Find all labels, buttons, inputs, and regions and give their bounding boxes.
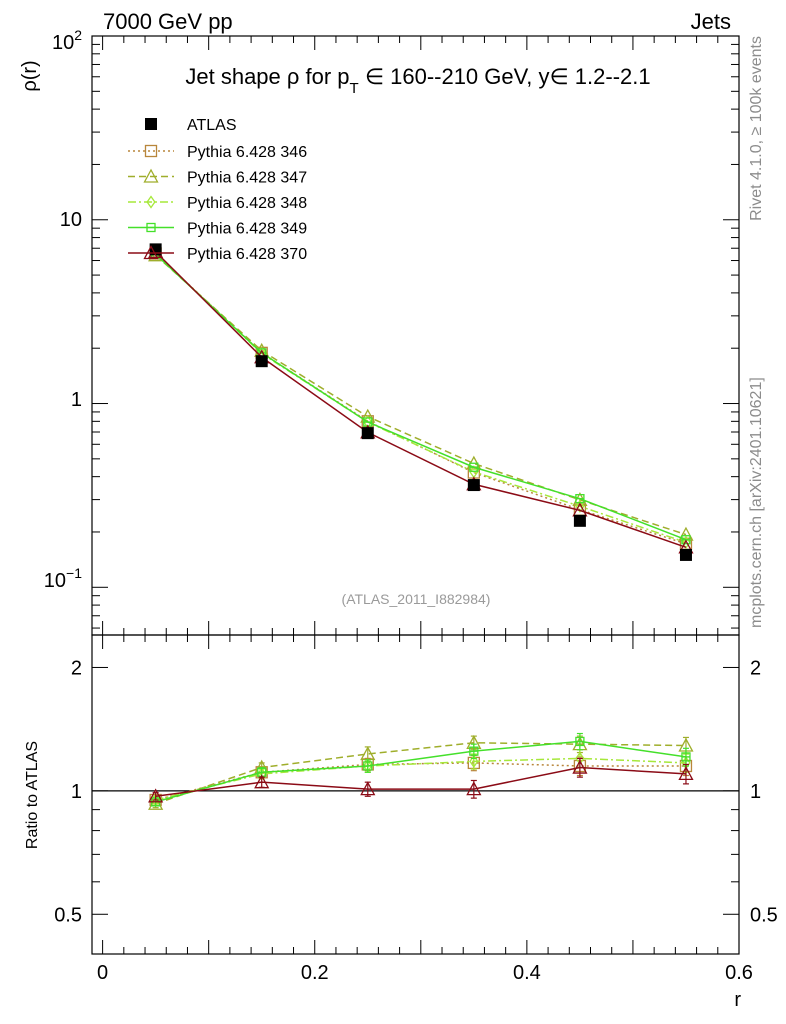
atlas-point-2 bbox=[361, 427, 374, 440]
ratio-point-p347-0 bbox=[148, 795, 164, 810]
ratio-ytick-label-right: 2 bbox=[750, 657, 761, 679]
series-p370 bbox=[148, 243, 694, 554]
main-series bbox=[148, 243, 694, 561]
series-line-p348 bbox=[155, 252, 687, 544]
title-sub: T bbox=[350, 80, 359, 97]
analysis-watermark: (ATLAS_2011_I882984) bbox=[342, 591, 491, 607]
x-tick-labels: 0 0.2 0.4 0.6 bbox=[97, 962, 753, 984]
ratio-series-p370 bbox=[148, 757, 694, 803]
ratio-series bbox=[148, 732, 694, 810]
legend-label-atlas: ATLAS bbox=[187, 117, 237, 134]
series-line-p346 bbox=[155, 252, 687, 545]
legend-label-p348: Pythia 6.428 348 bbox=[187, 195, 307, 212]
atlas-point-4 bbox=[573, 514, 586, 527]
y-axis-label: ρ(r) bbox=[19, 60, 41, 91]
ratio-point-p370-3 bbox=[466, 781, 482, 796]
legend-marker-p346 bbox=[144, 144, 158, 158]
ratio-point-p370-4 bbox=[572, 759, 588, 774]
ytick-0.1-exp: −1 bbox=[66, 565, 82, 581]
atlas-point-3 bbox=[467, 479, 480, 492]
point-p348-4 bbox=[575, 499, 585, 513]
ratio-point-p370-0 bbox=[148, 788, 164, 803]
ytick-100-exp: 2 bbox=[74, 27, 82, 43]
series-p346 bbox=[149, 247, 693, 550]
x-tick-label: 0.2 bbox=[301, 962, 329, 984]
ytick-100-base: 10 bbox=[52, 32, 74, 54]
x-tick-label: 0 bbox=[97, 962, 108, 984]
legend-label-p370: Pythia 6.428 370 bbox=[187, 246, 307, 263]
series-line-p347 bbox=[155, 254, 687, 536]
ratio-ytick-label-left: 2 bbox=[71, 657, 82, 679]
ratio-ytick-label-left: 1 bbox=[71, 781, 82, 803]
x-axis-label: r bbox=[734, 989, 741, 1011]
atlas-point-1 bbox=[255, 355, 268, 368]
series-p347 bbox=[148, 247, 694, 541]
ratio-point-p370-2 bbox=[360, 781, 376, 796]
series-atlas bbox=[149, 243, 692, 561]
ratio-line-p348 bbox=[155, 757, 686, 801]
ytick-label-0.1: 10−1 bbox=[44, 565, 82, 592]
header-left: 7000 GeV pp bbox=[103, 9, 233, 34]
legend-label-p349: Pythia 6.428 349 bbox=[187, 221, 307, 238]
series-line-p370 bbox=[155, 251, 687, 549]
atlas-point-5 bbox=[679, 548, 692, 561]
ratio-ytick-label-left: 0.5 bbox=[54, 904, 82, 926]
ratio-line-p347 bbox=[155, 742, 686, 805]
legend-marker-atlas bbox=[145, 118, 157, 130]
ytick-label-100: 102 bbox=[52, 27, 82, 54]
legend-label-p347: Pythia 6.428 347 bbox=[187, 170, 307, 187]
ratio-point-p370-5 bbox=[678, 766, 694, 781]
ratio-ytick-label-right: 1 bbox=[750, 781, 761, 803]
point-p348-5 bbox=[681, 535, 691, 550]
ratio-ytick-label-right: 0.5 bbox=[750, 904, 778, 926]
legend-marker-p348 bbox=[146, 195, 156, 209]
legend-marker-p347 bbox=[143, 168, 159, 183]
title-suffix: ∈ 160--210 GeV, y∈ 1.2--2.1 bbox=[359, 64, 651, 89]
ytick-label-10: 10 bbox=[60, 209, 82, 231]
ratio-axis-label: Ratio to ATLAS bbox=[24, 741, 41, 849]
series-p348 bbox=[150, 246, 691, 550]
ratio-line-p349 bbox=[155, 740, 687, 803]
ratio-series-p347 bbox=[148, 734, 694, 810]
ratio-point-p348-3 bbox=[469, 754, 479, 769]
header-right: Jets bbox=[691, 9, 731, 34]
ratio-line-p370 bbox=[155, 766, 687, 798]
legend: ATLAS Pythia 6.428 346 Pythia 6.428 347 Pyt… bbox=[128, 117, 307, 263]
ratio-point-p370-1 bbox=[254, 774, 270, 789]
x-tick-label: 0.4 bbox=[513, 962, 541, 984]
chart-title: Jet shape ρ for pT ∈ 160--210 GeV, y∈ 1.… bbox=[185, 64, 650, 97]
series-line-p349 bbox=[155, 253, 687, 541]
x-tick-label: 0.6 bbox=[725, 962, 753, 984]
legend-marker-p370 bbox=[143, 245, 159, 260]
ytick-label-1: 1 bbox=[71, 389, 82, 411]
ytick-0.1-base: 10 bbox=[44, 570, 66, 592]
series-p349 bbox=[150, 249, 691, 545]
ratio-panel-frame bbox=[91, 634, 740, 955]
ratio-tick-labels: 0.5 0.5 1 1 2 2 bbox=[54, 657, 778, 926]
rivet-label: Rivet 4.1.0, ≥ 100k events bbox=[748, 36, 765, 221]
title-prefix: Jet shape ρ for p bbox=[185, 64, 349, 89]
legend-label-p346: Pythia 6.428 346 bbox=[187, 144, 307, 161]
mcplots-label: mcplots.cern.ch [arXiv:2401.10621] bbox=[748, 377, 765, 628]
